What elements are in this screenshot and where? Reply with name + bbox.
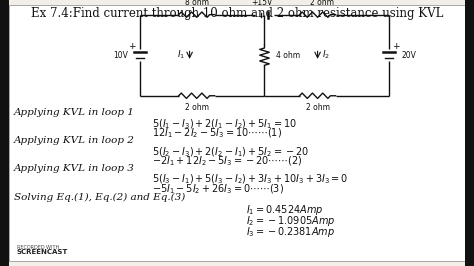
FancyBboxPatch shape <box>465 0 474 266</box>
Text: 20V: 20V <box>402 51 417 60</box>
Text: $I_2=-1.0905Amp$: $I_2=-1.0905Amp$ <box>246 214 336 228</box>
Text: $5\left(I_2-I_3\right)+2\left(I_2-I_1\right)+5I_2=-20$: $5\left(I_2-I_3\right)+2\left(I_2-I_1\ri… <box>152 145 309 159</box>
Text: Ex 7.4:Find current through 10 ohm and 2 ohm resistance using KVL: Ex 7.4:Find current through 10 ohm and 2… <box>31 7 443 20</box>
FancyBboxPatch shape <box>9 5 465 261</box>
Text: $5\left(I_3-I_1\right)+5\left(I_3-I_2\right)+3I_3+10I_3+3I_3=0$: $5\left(I_3-I_1\right)+5\left(I_3-I_2\ri… <box>152 173 348 186</box>
Text: +15V: +15V <box>252 0 273 7</box>
Text: 4 ohm: 4 ohm <box>276 51 301 60</box>
Text: 2 ohm: 2 ohm <box>185 103 209 112</box>
Text: +: + <box>392 42 400 51</box>
Text: $I_3=-0.2381Amp$: $I_3=-0.2381Amp$ <box>246 225 336 239</box>
Text: $-2I_1+12I_2-5I_3=-20\cdots\cdots(2)$: $-2I_1+12I_2-5I_3=-20\cdots\cdots(2)$ <box>152 154 302 168</box>
Text: $I_1$: $I_1$ <box>177 49 185 61</box>
Text: $I_2$: $I_2$ <box>322 49 330 61</box>
FancyBboxPatch shape <box>0 0 9 266</box>
Text: 2 ohm: 2 ohm <box>306 103 329 112</box>
Text: $I_1=0.4524Amp$: $I_1=0.4524Amp$ <box>246 203 324 218</box>
Text: 8 ohm: 8 ohm <box>185 0 209 7</box>
Text: 2 ohm: 2 ohm <box>310 0 334 7</box>
Text: Applying KVL in loop 1: Applying KVL in loop 1 <box>14 108 135 117</box>
Text: RECORDED WITH: RECORDED WITH <box>17 245 59 250</box>
Text: Solving Eq.(1), Eq.(2) and Eq.(3): Solving Eq.(1), Eq.(2) and Eq.(3) <box>14 193 185 202</box>
Text: Applying KVL in loop 2: Applying KVL in loop 2 <box>14 136 135 145</box>
Text: +: + <box>128 42 136 51</box>
Text: Applying KVL in loop 3: Applying KVL in loop 3 <box>14 164 135 173</box>
Text: $12I_1-2I_2-5I_3=10\cdots\cdots(1)$: $12I_1-2I_2-5I_3=10\cdots\cdots(1)$ <box>152 126 282 140</box>
Text: SCREENCAST: SCREENCAST <box>17 249 68 255</box>
Text: $5\left(I_1-I_3\right)+2\left(I_1-I_2\right)+5I_1=10$: $5\left(I_1-I_3\right)+2\left(I_1-I_2\ri… <box>152 117 297 131</box>
Text: $-5I_1-5I_2+26I_3=0\cdots\cdots(3)$: $-5I_1-5I_2+26I_3=0\cdots\cdots(3)$ <box>152 182 284 196</box>
Text: 10V: 10V <box>113 51 128 60</box>
